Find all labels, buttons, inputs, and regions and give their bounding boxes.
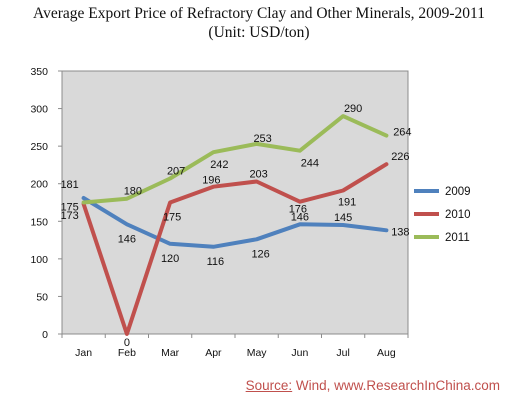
x-tick-label: Aug [377,347,396,359]
legend-label-2009: 2009 [445,186,471,198]
source-text: Wind, www.ResearchInChina.com [292,378,500,393]
chart-title: Average Export Price of Refractory Clay … [0,4,518,42]
x-tick-label: Jun [291,347,308,359]
data-label-2010: 226 [391,151,409,163]
y-tick-label: 350 [30,66,48,78]
data-label-2010: 191 [338,196,356,208]
data-label-2009: 146 [291,211,309,223]
x-tick-label: May [247,347,268,359]
data-label-2009: 126 [251,248,269,260]
data-label-2010: 176 [289,204,307,216]
data-label-2009: 138 [391,226,409,238]
x-tick-label: Jul [336,347,349,359]
data-label-2009: 145 [334,212,352,224]
data-label-2009: 146 [118,233,136,245]
y-tick-label: 100 [30,254,48,266]
legend-label-2011: 2011 [445,232,470,244]
data-label-2011: 290 [344,103,362,115]
chart-title-line1: Average Export Price of Refractory Clay … [33,5,485,22]
series-line-2010 [81,162,389,336]
data-label-2010: 0 [124,337,130,349]
data-label-2010: 203 [249,168,267,180]
x-tick-label: Mar [161,347,180,359]
data-label-2011: 264 [393,127,411,139]
series-line-2009 [81,196,389,249]
data-label-2009: 120 [161,253,179,265]
y-tick-label: 300 [30,104,48,116]
y-tick-label: 250 [30,141,48,153]
plot-area [61,70,409,335]
chart-subtitle: (Unit: USD/ton) [208,24,310,41]
y-tick-label: 0 [42,329,48,341]
data-label-2010: 173 [60,210,78,222]
series-line-2011 [81,114,389,205]
y-tick-label: 150 [30,216,48,228]
y-tick-label: 200 [30,179,48,191]
x-tick-label: Feb [118,347,136,359]
legend-label-2010: 2010 [445,209,471,221]
x-tick-label: Jan [75,347,92,359]
data-label-2009: 181 [60,179,78,191]
data-label-2010: 175 [163,212,181,224]
data-label-2011: 175 [60,202,78,214]
data-label-2011: 242 [210,159,228,171]
data-label-2011: 180 [124,186,142,198]
data-label-2010: 196 [202,175,220,187]
y-tick-label: 50 [36,291,48,303]
data-label-2009: 116 [207,256,225,268]
x-tick-label: Apr [205,347,222,359]
source-note: Source: Wind, www.ResearchInChina.com [246,378,500,393]
data-label-2011: 253 [253,133,271,145]
source-label: Source: [245,378,293,393]
data-label-2011: 207 [167,165,185,177]
data-label-2011: 244 [301,158,319,170]
